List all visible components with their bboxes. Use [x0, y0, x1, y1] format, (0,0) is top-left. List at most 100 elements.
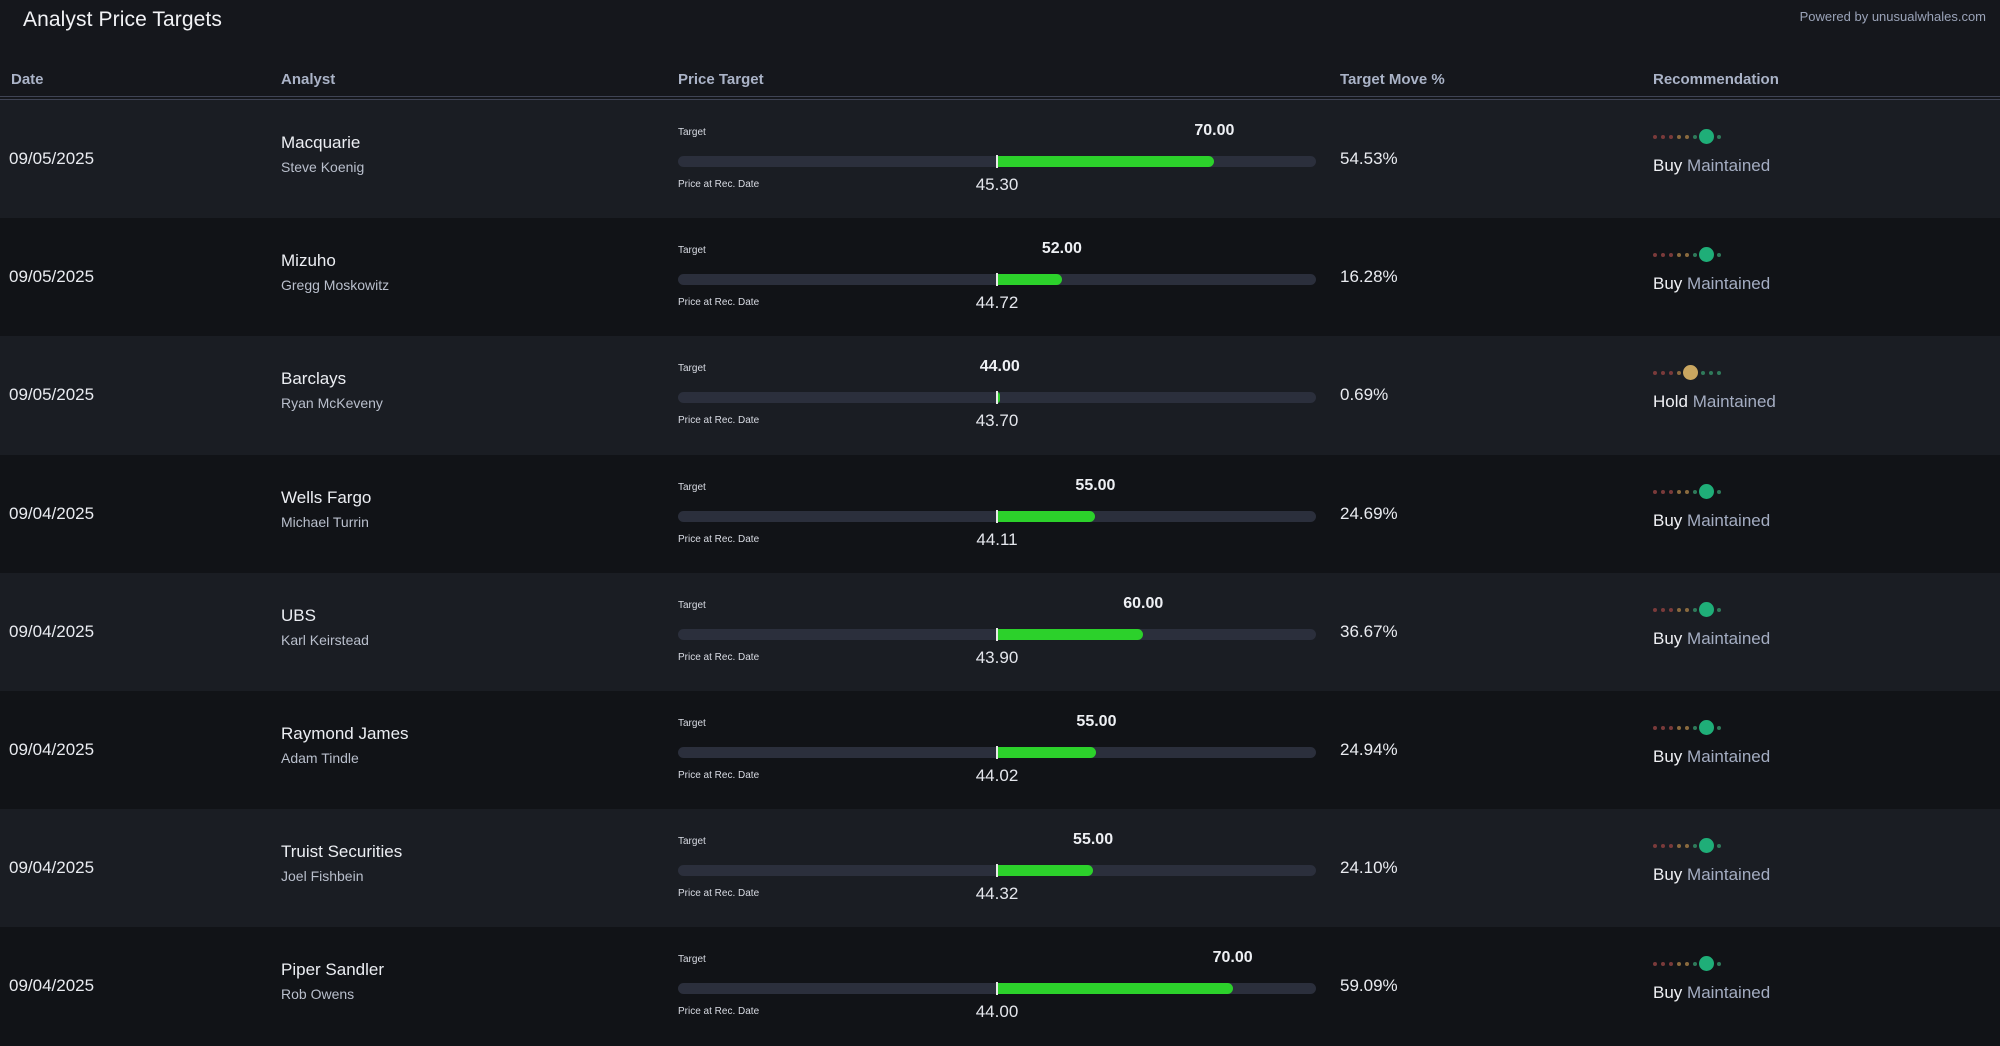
analyst-firm[interactable]: Raymond James — [281, 723, 409, 743]
recommendation-text: Buy Maintained — [1653, 747, 1770, 767]
analyst-firm[interactable]: Mizuho — [281, 251, 336, 271]
row-date: 09/04/2025 — [9, 621, 95, 641]
rating-dot-icon — [1717, 607, 1721, 612]
price-at-rec-label: Price at Rec. Date — [678, 651, 760, 663]
price-at-rec-label: Price at Rec. Date — [678, 888, 760, 900]
rating-indicator-icon — [1683, 365, 1698, 381]
rating-dot-icon — [1717, 844, 1721, 849]
analyst-name[interactable]: Adam Tindle — [281, 749, 359, 766]
rating-dot-icon — [1677, 607, 1681, 612]
target-move-percent: 24.69% — [1340, 503, 1398, 523]
rating-dot-icon — [1661, 371, 1665, 376]
recommendation: Buy Maintained — [1653, 809, 1953, 927]
table-row[interactable]: 09/04/2025 Truist Securities Joel Fishbe… — [0, 809, 2000, 928]
target-value: 44.00 — [979, 358, 1020, 376]
row-date: 09/05/2025 — [9, 149, 95, 169]
rec-price-marker — [996, 864, 998, 878]
column-header-recommendation[interactable]: Recommendation — [1653, 71, 1779, 88]
analyst-name[interactable]: Rob Owens — [281, 986, 355, 1003]
rating-dot-icon — [1677, 253, 1681, 258]
rating-dot-icon — [1693, 725, 1697, 730]
price-at-rec-value: 44.00 — [975, 1002, 1019, 1022]
price-at-rec-value: 44.32 — [975, 884, 1019, 904]
analyst-firm[interactable]: Macquarie — [281, 133, 361, 152]
target-move-percent: 16.28% — [1340, 267, 1398, 287]
analyst-firm[interactable]: Wells Fargo — [281, 487, 372, 507]
table-row[interactable]: 09/04/2025 Raymond James Adam Tindle Tar… — [0, 690, 2000, 810]
table-body: 09/05/2025 Macquarie Steve Koenig Target… — [0, 100, 2000, 1046]
rating-dot-icon — [1669, 371, 1673, 376]
analyst-name[interactable]: Steve Koenig — [281, 159, 365, 175]
table-row[interactable]: 09/05/2025 Mizuho Gregg Moskowitz Target… — [0, 218, 2000, 337]
rating-dot-icon — [1653, 725, 1657, 730]
table-row[interactable]: 09/04/2025 Piper Sandler Rob Owens Targe… — [0, 927, 2000, 1046]
target-value: 70.00 — [1194, 122, 1235, 139]
header-bar: Analyst Price Targets Powered by unusual… — [0, 0, 2000, 46]
analyst-firm[interactable]: Piper Sandler — [281, 960, 385, 980]
table-row[interactable]: 09/05/2025 Barclays Ryan McKeveny Target… — [0, 336, 2000, 455]
rating-dot-icon — [1693, 489, 1697, 494]
rating-dot-icon — [1717, 135, 1721, 139]
rating-label: Buy — [1653, 865, 1683, 885]
analyst-name[interactable]: Gregg Moskowitz — [281, 277, 390, 294]
table-row[interactable]: 09/05/2025 Macquarie Steve Koenig Target… — [0, 100, 2000, 219]
table-row[interactable]: 09/04/2025 UBS Karl Keirstead Target 60.… — [0, 572, 2000, 691]
column-header-date[interactable]: Date — [11, 71, 44, 88]
price-track — [678, 155, 1316, 168]
price-target-bar: Target 70.00 Price at Rec. Date 44.00 — [678, 927, 1316, 1045]
price-track — [678, 627, 1316, 641]
rating-label: Buy — [1653, 983, 1683, 1003]
rating-dot-icon — [1653, 371, 1657, 376]
rating-dot-icon — [1677, 489, 1681, 494]
price-move-fill — [997, 156, 1215, 167]
rating-dot-icon — [1677, 844, 1681, 849]
analyst-firm[interactable]: Truist Securities — [281, 842, 403, 862]
target-value: 52.00 — [1041, 240, 1082, 258]
analyst-name[interactable]: Karl Keirstead — [281, 631, 369, 648]
rating-dot-icon — [1661, 607, 1665, 612]
target-move-percent: 24.10% — [1340, 858, 1398, 878]
powered-by-link[interactable]: Powered by unusualwhales.com — [1799, 9, 1986, 24]
price-move-fill — [997, 983, 1233, 995]
analyst-firm[interactable]: Barclays — [281, 369, 347, 389]
rating-action: Maintained — [1692, 392, 1776, 412]
rating-scale — [1653, 365, 1733, 381]
rating-dot-icon — [1677, 725, 1681, 730]
recommendation-text: Hold Maintained — [1653, 392, 1776, 412]
rating-dot-icon — [1653, 253, 1657, 258]
price-at-rec-value: 44.11 — [976, 529, 1018, 549]
rating-dot-icon — [1717, 962, 1721, 967]
target-label: Target — [678, 245, 706, 257]
rating-dot-icon — [1685, 253, 1689, 258]
rating-label: Buy — [1653, 746, 1683, 766]
rating-indicator-icon — [1699, 601, 1714, 617]
rating-dot-icon — [1685, 489, 1689, 494]
analyst-firm[interactable]: UBS — [281, 605, 316, 625]
rating-label: Buy — [1653, 628, 1683, 648]
rating-indicator-icon — [1699, 719, 1714, 735]
rating-dot-icon — [1669, 607, 1673, 612]
analyst-name[interactable]: Joel Fishbein — [281, 868, 364, 885]
rating-dot-icon — [1661, 844, 1665, 849]
target-label: Target — [678, 481, 706, 493]
column-header-target-move[interactable]: Target Move % — [1340, 71, 1445, 88]
price-move-fill — [997, 628, 1144, 640]
analyst-name[interactable]: Michael Turrin — [281, 513, 369, 530]
rating-dot-icon — [1661, 135, 1665, 139]
column-header-price-target[interactable]: Price Target — [678, 71, 764, 88]
column-header-analyst[interactable]: Analyst — [281, 71, 336, 88]
price-at-rec-value: 43.90 — [975, 647, 1019, 667]
table-row[interactable]: 09/04/2025 Wells Fargo Michael Turrin Ta… — [0, 454, 2000, 573]
rating-dot-icon — [1685, 135, 1689, 139]
recommendation: Buy Maintained — [1653, 691, 1953, 809]
rating-dot-icon — [1693, 844, 1697, 849]
recommendation: Hold Maintained — [1653, 336, 1953, 454]
rating-action: Maintained — [1687, 628, 1771, 648]
recommendation-text: Buy Maintained — [1653, 156, 1770, 176]
price-at-rec-label: Price at Rec. Date — [678, 1006, 760, 1018]
rec-price-marker — [996, 155, 998, 168]
rating-dot-icon — [1685, 962, 1689, 967]
target-move-percent: 54.53% — [1340, 149, 1398, 169]
analyst-name[interactable]: Ryan McKeveny — [281, 395, 383, 412]
target-label: Target — [678, 363, 706, 375]
